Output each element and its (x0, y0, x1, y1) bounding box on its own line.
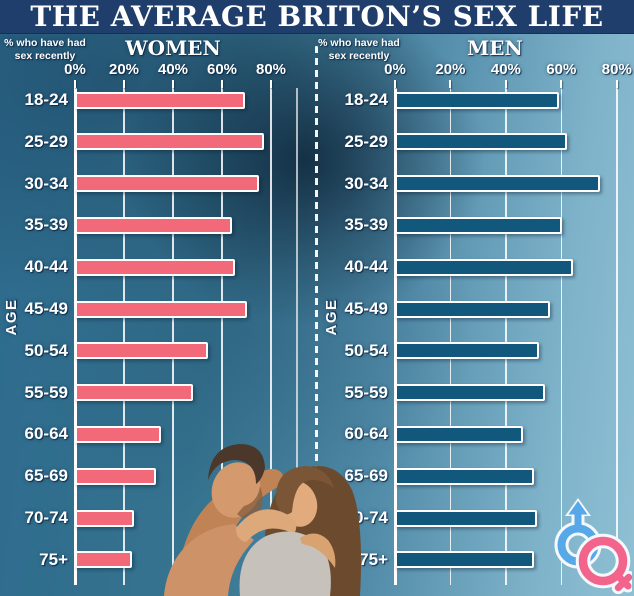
men-gridline-0 (393, 88, 397, 585)
women-tick-80 (270, 80, 272, 88)
men-axis-note-line2: sex recently (328, 49, 390, 62)
women-age-label-25-29: 25-29 (24, 131, 68, 151)
title-banner: THE AVERAGE BRITON’S SEX LIFE (0, 0, 634, 34)
men-tick-0 (394, 80, 396, 88)
women-age-label-70-74: 70-74 (24, 508, 68, 527)
women-bar-35-39 (75, 216, 233, 234)
women-age-label-55-59: 55-59 (24, 382, 68, 402)
women-bar-65-69 (75, 467, 157, 485)
women-bar-25-29 (75, 133, 265, 151)
women-tick-label-60: 60% (206, 61, 238, 78)
women-age-label-35-39: 35-39 (24, 215, 68, 235)
men-age-label-30-34: 30-34 (344, 173, 388, 193)
women-bar-55-59 (75, 384, 194, 402)
women-axis-note-line1: % who have had (4, 37, 86, 49)
men-bar-25-29 (395, 133, 568, 151)
men-age-label-60-64: 60-64 (344, 424, 388, 444)
men-age-label-40-44: 40-44 (344, 257, 388, 277)
women-tick-0 (74, 80, 76, 88)
women-age-label-45-49: 45-49 (24, 299, 68, 318)
men-age-label-45-49: 45-49 (344, 299, 388, 318)
men-gridline-60 (560, 88, 563, 585)
women-age-label-60-64: 60-64 (24, 424, 68, 444)
men-gridline-40 (505, 88, 507, 585)
women-axis-note-line2: sex recently (14, 49, 76, 62)
women-gridline-40 (172, 88, 174, 585)
men-bar-40-44 (395, 258, 573, 276)
men-axis-note-line1: % who have had (318, 37, 400, 49)
women-age-label-75+: 75+ (39, 549, 68, 569)
men-age-label-75+: 75+ (359, 549, 388, 569)
women-bar-70-74 (75, 509, 135, 527)
women-axis-note: % who have had sex recently (2, 37, 88, 62)
women-bar-18-24 (75, 91, 245, 109)
women-y-axis-label: AGE (3, 298, 20, 336)
men-age-label-50-54: 50-54 (344, 340, 388, 360)
men-age-label-35-39: 35-39 (344, 215, 388, 235)
women-age-label-18-24: 18-24 (24, 90, 68, 109)
men-tick-label-40: 40% (490, 61, 521, 78)
women-age-label-40-44: 40-44 (24, 257, 68, 277)
men-y-axis-label: AGE (323, 298, 340, 336)
women-age-label-50-54: 50-54 (24, 340, 68, 360)
women-bar-75+ (75, 551, 132, 569)
men-bar-35-39 (395, 216, 562, 234)
men-gridline-80 (616, 88, 618, 585)
chart-divider-dashed-line (315, 46, 318, 596)
men-tick-80 (615, 80, 618, 88)
men-tick-40 (504, 80, 507, 88)
women-bar-60-64 (75, 425, 162, 443)
men-tick-label-60: 60% (546, 61, 577, 78)
men-tick-label-80: 80% (601, 61, 632, 78)
women-bar-50-54 (75, 342, 208, 360)
women-gridline-20 (123, 88, 125, 585)
men-bar-65-69 (395, 467, 534, 485)
women-gridline-60 (221, 88, 223, 585)
women-tick-label-40: 40% (157, 61, 189, 78)
men-gridline-20 (449, 88, 452, 585)
men-chart-title: MEN (467, 36, 523, 60)
men-age-label-18-24: 18-24 (344, 90, 388, 109)
women-tick-label-0: 0% (64, 61, 86, 78)
women-tick-label-20: 20% (108, 61, 140, 78)
men-bar-50-54 (395, 342, 540, 360)
men-bar-70-74 (395, 509, 537, 527)
women-age-label-30-34: 30-34 (24, 173, 68, 193)
women-tick-40 (172, 80, 174, 88)
women-gridline-80 (270, 88, 272, 585)
men-age-label-65-69: 65-69 (344, 466, 388, 486)
women-chart-title: WOMEN (125, 36, 221, 60)
men-bar-45-49 (395, 300, 551, 318)
women-plot-right-edge (296, 88, 298, 585)
men-tick-20 (449, 80, 452, 88)
men-bar-30-34 (395, 175, 601, 193)
men-bar-55-59 (395, 384, 545, 402)
women-bar-45-49 (75, 300, 248, 318)
men-bar-60-64 (395, 425, 523, 443)
women-tick-60 (221, 80, 223, 88)
women-gridline-0 (73, 88, 77, 585)
women-bar-30-34 (75, 175, 260, 193)
women-tick-label-80: 80% (255, 61, 287, 78)
women-bar-40-44 (75, 258, 235, 276)
men-tick-label-20: 20% (435, 61, 466, 78)
men-age-label-55-59: 55-59 (344, 382, 388, 402)
page-title: THE AVERAGE BRITON’S SEX LIFE (30, 0, 604, 33)
men-tick-60 (560, 80, 563, 88)
female-symbol-icon (575, 533, 632, 594)
women-tick-20 (123, 80, 125, 88)
men-bar-18-24 (395, 91, 559, 109)
men-bar-75+ (395, 551, 534, 569)
men-tick-label-0: 0% (384, 61, 406, 78)
men-age-label-25-29: 25-29 (344, 131, 388, 151)
women-age-label-65-69: 65-69 (24, 466, 68, 486)
couple-photo (164, 444, 361, 596)
male-female-symbols-icon (554, 498, 632, 594)
men-axis-note: % who have had sex recently (318, 37, 400, 62)
